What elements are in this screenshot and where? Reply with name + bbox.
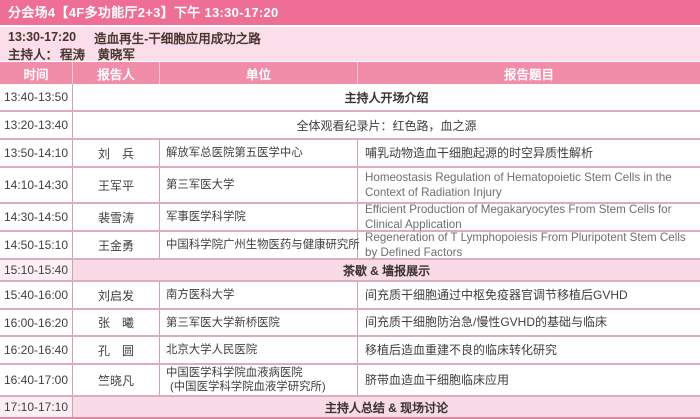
unit-line1: 军事医学科学院 bbox=[166, 211, 246, 223]
unit-cell: 军事医学科学院 bbox=[160, 204, 358, 230]
time-cell: 14:10-14:30 bbox=[0, 168, 73, 202]
time-cell: 17:10-17:10 bbox=[0, 397, 73, 417]
time-cell: 16:40-17:00 bbox=[0, 365, 73, 395]
unit-cell: 第三军医大学新桥医院 bbox=[160, 310, 358, 335]
speaker-cell: 王军平 bbox=[73, 168, 160, 202]
unit-cell: 北京大学人民医院 bbox=[160, 337, 358, 363]
title-cell: 间充质干细胞防治急/慢性GVHD的基础与临床 bbox=[365, 315, 608, 329]
unit-cell: 解放军总医院第五医学中心 bbox=[160, 140, 358, 166]
table-header-row: 时间 报告人 单位 报告题目 bbox=[0, 62, 700, 84]
moderator-label: 主持人： bbox=[8, 47, 59, 62]
unit-cell: 中国科学院广州生物医药与健康研究所 bbox=[160, 232, 360, 258]
table-row: 15:40-16:00 刘启发 南方医科大学 间充质干细胞通过中枢免疫器官调节移植后G… bbox=[0, 282, 700, 310]
table-row: 16:40-17:00 竺晓凡 中国医学科学院血液病医院 (中国医学科学院血液学研究所… bbox=[0, 365, 700, 397]
unit-line1: 中国医学科学院血液病医院 bbox=[166, 367, 303, 379]
time-cell: 15:10-15:40 bbox=[0, 260, 73, 280]
header-speaker: 报告人 bbox=[73, 62, 160, 84]
merged-cell: 主持人总结 & 现场讨论 bbox=[324, 400, 449, 415]
title-cell: 间充质干细胞通过中枢免疫器官调节移植后GVHD bbox=[365, 287, 628, 302]
header-unit: 单位 bbox=[160, 62, 358, 84]
session-time-title: 13:30-17:20 造血再生-干细胞应用成功之路 bbox=[8, 29, 700, 46]
merged-cell: 茶歇 & 墙报展示 bbox=[342, 263, 431, 278]
table-row: 15:10-15:40 茶歇 & 墙报展示 bbox=[0, 260, 700, 282]
speaker-cell: 张 曦 bbox=[73, 310, 160, 335]
speaker-cell: 竺晓凡 bbox=[73, 365, 160, 395]
table-row: 14:30-14:50 裴雪涛 军事医学科学院 Efficient Productio… bbox=[0, 203, 700, 232]
table-row: 14:50-15:10 王金勇 中国科学院广州生物医药与健康研究所 Regenerat… bbox=[0, 231, 700, 260]
title-cell: 移植后造血重建不良的临床转化研究 bbox=[365, 342, 558, 357]
time-cell: 13:40-13:50 bbox=[0, 84, 73, 110]
title-cell: Homeostasis Regulation of Hematopoietic … bbox=[365, 171, 672, 199]
unit-cell: 第三军医大学 bbox=[160, 168, 358, 202]
time-cell: 16:20-16:40 bbox=[0, 337, 73, 363]
table-row: 13:20-13:40 全体观看纪录片：红色路，血之源 bbox=[0, 112, 700, 140]
time-cell: 16:00-16:20 bbox=[0, 310, 73, 335]
time-cell: 14:50-15:10 bbox=[0, 232, 73, 258]
schedule-rows: 13:40-13:50 主持人开场介绍 13:20-13:40 全体观看纪录片：红色路… bbox=[0, 84, 700, 419]
header-time: 时间 bbox=[0, 62, 73, 84]
unit-cell: 中国医学科学院血液病医院 (中国医学科学院血液学研究所) bbox=[160, 365, 358, 395]
table-row: 14:10-14:30 王军平 第三军医大学 Homeostasis Regulati… bbox=[0, 168, 700, 204]
speaker-cell: 王金勇 bbox=[73, 232, 160, 258]
unit-line1: 南方医科大学 bbox=[166, 289, 235, 301]
moderator-names: 程涛 黄晓军 bbox=[60, 47, 136, 62]
table-row: 16:00-16:20 张 曦第三军医大学新桥医院 间充质干细胞防治急/慢性GVHD… bbox=[0, 310, 700, 337]
session-info: 13:30-17:20 造血再生-干细胞应用成功之路 主持人： 程涛 黄晓军 bbox=[0, 27, 700, 62]
time-cell: 15:40-16:00 bbox=[0, 282, 73, 308]
session-banner: 分会场4【4F多功能厅2+3】下午 13:30-17:20 bbox=[0, 0, 700, 25]
table-row: 13:50-14:10 刘 兵解放军总医院第五医学中心 哺乳动物造血干细胞起源的时空… bbox=[0, 140, 700, 168]
title-cell: Efficient Production of Megakaryocytes F… bbox=[365, 203, 672, 231]
unit-cell: 南方医科大学 bbox=[160, 282, 358, 308]
unit-line1: 第三军医大学 bbox=[166, 179, 235, 191]
unit-line1: 第三军医大学新桥医院 bbox=[166, 316, 280, 329]
unit-line1: 解放军总医院第五医学中心 bbox=[166, 147, 303, 159]
table-row: 13:40-13:50 主持人开场介绍 bbox=[0, 84, 700, 112]
merged-cell: 主持人开场介绍 bbox=[344, 90, 429, 105]
speaker-cell: 刘 兵 bbox=[73, 140, 160, 166]
merged-cell: 全体观看纪录片：红色路，血之源 bbox=[296, 118, 477, 133]
session-time: 13:30-17:20 bbox=[8, 30, 77, 44]
time-cell: 13:20-13:40 bbox=[0, 112, 73, 138]
unit-line1: 中国科学院广州生物医药与健康研究所 bbox=[166, 239, 360, 251]
table-row: 17:10-17:10 主持人总结 & 现场讨论 bbox=[0, 397, 700, 419]
table-row: 16:20-16:40 孔 圆北京大学人民医院 移植后造血重建不良的临床转化研究 bbox=[0, 337, 700, 365]
speaker-cell: 裴雪涛 bbox=[73, 204, 160, 230]
speaker-cell: 刘启发 bbox=[73, 282, 160, 308]
unit-line2: (中国医学科学院血液学研究所) bbox=[170, 381, 326, 393]
header-title: 报告题目 bbox=[503, 67, 554, 82]
time-cell: 14:30-14:50 bbox=[0, 204, 73, 230]
unit-line1: 北京大学人民医院 bbox=[166, 344, 258, 356]
session-banner-text: 分会场4【4F多功能厅2+3】下午 13:30-17:20 bbox=[8, 5, 279, 20]
title-cell: 哺乳动物造血干细胞起源的时空异质性解析 bbox=[365, 145, 594, 160]
session-moderators: 主持人： 程涛 黄晓军 bbox=[8, 45, 700, 62]
time-cell: 13:50-14:10 bbox=[0, 140, 73, 166]
title-cell: Regeneration of T Lymphopoiesis From Plu… bbox=[365, 231, 686, 259]
speaker-cell: 孔 圆 bbox=[73, 337, 160, 363]
title-cell: 脐带血造血干细胞临床应用 bbox=[365, 372, 510, 387]
session-title: 造血再生-干细胞应用成功之路 bbox=[94, 31, 261, 46]
